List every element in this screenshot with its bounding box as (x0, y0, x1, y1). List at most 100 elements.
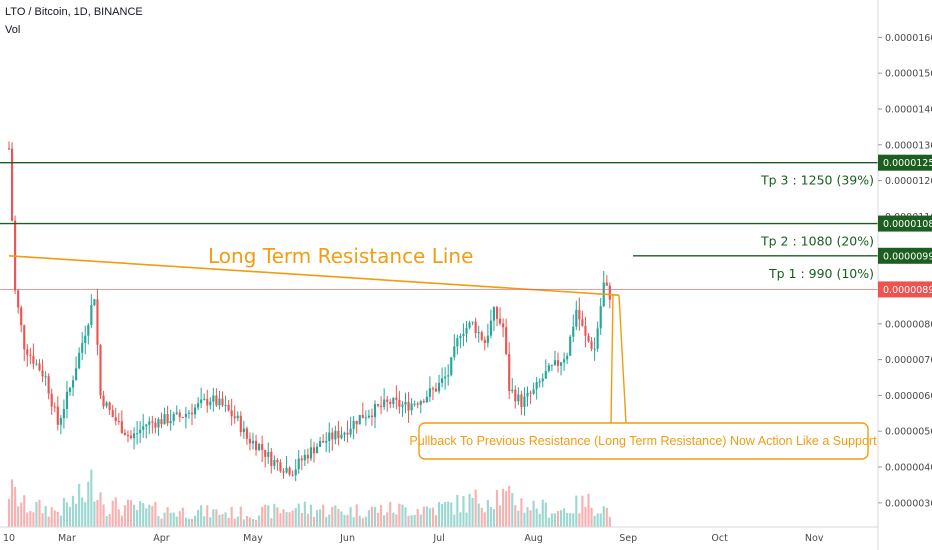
candle-body (474, 321, 477, 334)
volume-bar (529, 510, 532, 527)
last-price-label: 0.00000896 (883, 285, 932, 296)
candle-body (431, 388, 435, 390)
volume-bar (602, 506, 605, 527)
candle-body (99, 344, 102, 396)
volume-bar (84, 502, 87, 527)
candle-body (123, 432, 126, 436)
candle-body (404, 401, 407, 405)
candle-body (468, 322, 471, 328)
volume-bar (41, 513, 44, 527)
volume-bar (483, 512, 486, 527)
candle-body (401, 404, 404, 407)
candle-body (129, 435, 133, 439)
volume-bar (90, 469, 93, 527)
volume-bar (279, 513, 282, 527)
volume-bar (291, 510, 294, 527)
candle-body (10, 148, 14, 221)
candle-body (20, 307, 23, 326)
volume-bar (502, 488, 505, 527)
y-tick-label: 0.00001600 (885, 33, 932, 44)
volume-bar (288, 512, 291, 527)
volume-bars (7, 469, 611, 527)
volume-bar (508, 485, 511, 527)
candle-body (465, 327, 468, 334)
candle-body (340, 434, 343, 439)
candle-body (87, 324, 90, 336)
volume-bar (355, 504, 358, 527)
volume-bar (14, 486, 17, 527)
candle-body (309, 447, 313, 459)
volume-bar (523, 512, 526, 527)
volume-bar (511, 493, 514, 527)
candle-body (587, 335, 590, 342)
volume-bar (26, 512, 29, 527)
volume-bar (456, 494, 459, 527)
volume-bar (245, 515, 248, 527)
volume-bar (550, 513, 553, 527)
candle-body (187, 412, 191, 414)
candle-body (203, 398, 206, 400)
candle-body (425, 396, 428, 403)
candle-body (178, 412, 181, 418)
y-tick-label: 0.00000800 (885, 319, 932, 330)
volume-bar (474, 489, 477, 527)
candle-body (248, 438, 252, 444)
candle-body (160, 419, 163, 425)
candle-body (300, 458, 303, 461)
candle-body (337, 430, 340, 439)
volume-bar (136, 509, 139, 527)
volume-bar (38, 499, 41, 527)
volume-bar (163, 512, 166, 527)
volume-bar (520, 498, 523, 527)
candle-body (529, 392, 532, 394)
volume-bar (29, 510, 32, 527)
x-tick-label: Nov (805, 533, 824, 544)
resistance-line-label: Long Term Resistance Line (208, 244, 473, 268)
volume-bar (337, 508, 340, 527)
candle-body (90, 305, 93, 325)
volume-bar (428, 508, 431, 527)
candle-body (169, 421, 172, 424)
volume-bar (437, 501, 441, 527)
candle-body (212, 395, 215, 402)
volume-bar (541, 499, 544, 527)
candle-body (343, 432, 346, 435)
candle-body (120, 421, 123, 433)
candle-body (593, 348, 596, 350)
x-tick-label: Apr (153, 533, 170, 544)
volume-bar (498, 505, 502, 527)
candle-body (599, 306, 602, 329)
x-tick-label: Jun (339, 533, 355, 544)
volume-bar (599, 513, 602, 527)
volume-bar (160, 518, 163, 527)
candle-body (437, 382, 441, 392)
volume-bar (434, 515, 438, 527)
target-price-tag (878, 215, 932, 232)
chart-symbol-title: LTO / Bitcoin, 1D, BINANCE (5, 6, 143, 18)
candle-body (44, 376, 47, 378)
volume-bar (282, 509, 285, 527)
volume-bar (178, 511, 181, 527)
volume-bar (593, 515, 596, 527)
candle-body (267, 451, 270, 457)
volume-bar (206, 505, 209, 527)
volume-bar (68, 506, 72, 527)
volume-bar (587, 493, 590, 527)
volume-bar (328, 514, 331, 527)
volume-bar (306, 513, 309, 527)
x-tick-label: 10 (3, 533, 15, 544)
candle-body (264, 449, 267, 457)
volume-bar (203, 516, 206, 527)
candle-body (93, 299, 96, 306)
volume-bar (468, 493, 471, 527)
candle-body (325, 441, 328, 443)
volume-bar (20, 502, 23, 527)
candle-body (608, 285, 611, 300)
volume-bar (376, 512, 380, 527)
candle-body (65, 391, 69, 410)
candle-body (459, 336, 462, 339)
volume-bar (181, 507, 184, 527)
candle-body (245, 428, 248, 439)
candle-body (581, 319, 584, 326)
